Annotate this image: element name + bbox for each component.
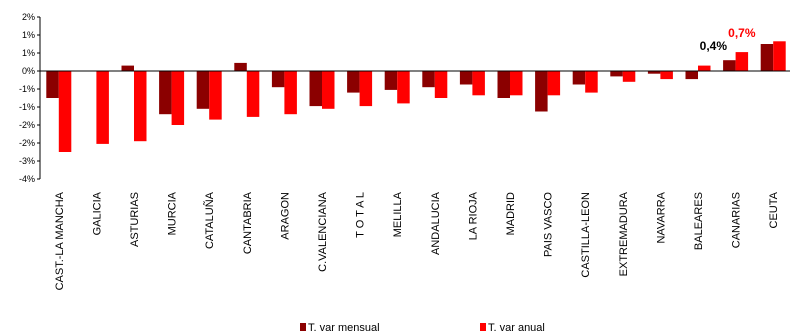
y-tick-label: 0%: [22, 66, 35, 76]
y-tick-label: 2%: [22, 12, 35, 22]
legend-swatch: [300, 323, 306, 331]
category-label: MADRID: [505, 192, 517, 235]
category-label: MURCIA: [167, 191, 179, 235]
bar-mensual: [535, 71, 548, 112]
category-label: BALEARES: [693, 192, 705, 250]
bar-mensual: [196, 71, 210, 109]
category-label: T O T A L: [355, 192, 367, 238]
legend-label: T. var anual: [488, 322, 545, 334]
bar-anual: [134, 71, 147, 142]
y-tick-label: -2%: [19, 138, 35, 148]
category-label: CANARIAS: [731, 192, 743, 248]
y-tick-label: 1%: [22, 48, 35, 58]
bar-anual: [510, 71, 523, 96]
bar-mensual: [46, 71, 59, 98]
bar-anual: [96, 71, 109, 144]
bar-anual: [773, 41, 786, 71]
category-label: MELILLA: [392, 191, 404, 237]
bar-anual: [660, 71, 673, 80]
data-annotation: 0,4%: [700, 39, 728, 53]
bar-anual: [735, 52, 749, 71]
y-tick-label: -1%: [19, 102, 35, 112]
bar-mensual: [572, 71, 586, 85]
data-annotation: 0,7%: [728, 26, 756, 40]
bar-mensual: [347, 71, 360, 93]
bar-mensual: [647, 71, 661, 74]
bar-mensual: [459, 71, 473, 85]
legend-swatch: [480, 323, 486, 331]
bar-mensual: [422, 71, 435, 88]
category-label: C.VALENCIANA: [317, 191, 329, 272]
category-label: PAIS VASCO: [543, 192, 555, 257]
category-label: CASTILLA-LEON: [580, 192, 592, 278]
category-label: ANDALUCIA: [430, 191, 442, 255]
bar-anual: [171, 71, 185, 125]
bar-mensual: [723, 60, 736, 71]
y-tick-label: 1%: [22, 30, 35, 40]
bar-anual: [209, 71, 222, 120]
bar-anual: [359, 71, 373, 107]
bar-mensual: [760, 44, 774, 71]
category-label: EXTREMADURA: [618, 191, 630, 276]
bar-anual: [58, 71, 72, 152]
bar-mensual: [685, 71, 698, 80]
y-tick-label: -4%: [19, 174, 35, 184]
category-label: NAVARRA: [655, 191, 667, 243]
bar-anual: [397, 71, 410, 104]
bar-anual: [472, 71, 485, 96]
category-label: CEUTA: [768, 191, 780, 228]
bar-anual: [698, 65, 711, 71]
bar-mensual: [610, 71, 623, 77]
legend-label: T. var mensual: [308, 322, 380, 334]
bar-mensual: [497, 71, 510, 98]
bar-mensual: [159, 71, 172, 115]
bar-anual: [585, 71, 598, 93]
category-label: LA RIOJA: [467, 191, 479, 240]
y-tick-label: -1%: [19, 84, 35, 94]
bar-anual: [622, 71, 636, 82]
bar-anual: [547, 71, 561, 96]
bar-anual: [284, 71, 297, 115]
category-label: CAST.-LA MANCHA: [54, 191, 66, 290]
bar-anual: [434, 71, 448, 98]
bar-mensual: [309, 71, 322, 107]
y-tick-label: -3%: [19, 156, 35, 166]
category-label: CANTABRIA: [242, 191, 254, 254]
bar-mensual: [121, 65, 134, 71]
category-label: CATALUÑA: [203, 191, 216, 249]
category-label: ARAGON: [279, 192, 291, 240]
bar-mensual: [384, 71, 398, 90]
y-tick-label: -2%: [19, 120, 35, 130]
category-label: GALICIA: [91, 191, 103, 235]
category-label: ASTURIAS: [129, 192, 141, 247]
bar-mensual: [234, 62, 247, 71]
bar-anual: [246, 71, 260, 117]
bar-anual: [322, 71, 335, 109]
bar-mensual: [271, 71, 285, 88]
